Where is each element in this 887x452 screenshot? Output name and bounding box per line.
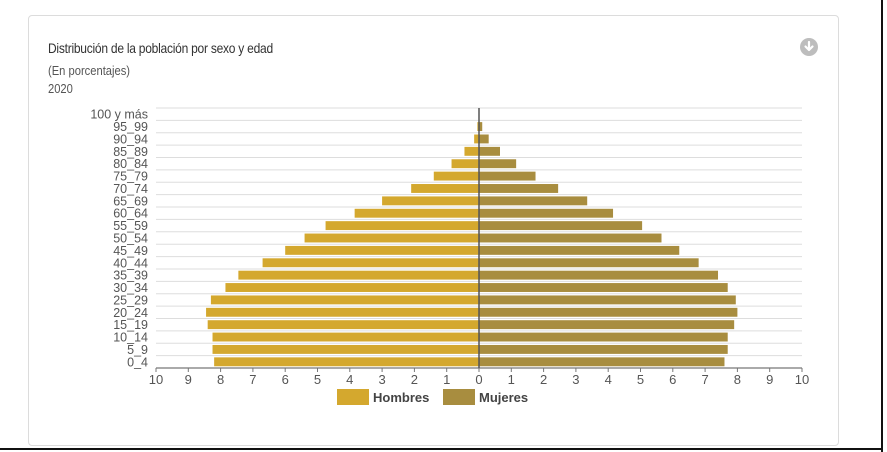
x-tick-label: 10 (795, 372, 809, 387)
y-tick-label: 55_59 (113, 219, 148, 233)
y-tick-label: 70_74 (113, 182, 148, 196)
y-tick-label: 40_44 (113, 256, 148, 270)
bar-mujeres (479, 221, 643, 231)
bar-mujeres (479, 307, 738, 317)
bar-hombres (207, 320, 479, 330)
bar-hombres (451, 159, 479, 169)
x-tick-label: 5 (314, 372, 321, 387)
x-tick-label: 8 (217, 372, 224, 387)
window-edge-bottom (0, 448, 883, 450)
bar-mujeres (479, 245, 680, 255)
bar-mujeres (479, 171, 536, 181)
chart-year: 2020 (48, 81, 73, 96)
y-tick-label: 80_84 (113, 157, 148, 171)
bar-hombres (325, 221, 479, 231)
y-tick-label: 95_99 (113, 120, 148, 134)
y-tick-label: 0_4 (127, 355, 148, 369)
bar-mujeres (479, 357, 725, 367)
bar-mujeres (479, 332, 728, 342)
x-tick-label: 8 (734, 372, 741, 387)
chart-subtitle: (En porcentajes) (48, 63, 131, 78)
bar-mujeres (479, 258, 699, 268)
y-tick-label: 20_24 (113, 306, 148, 320)
x-tick-label: 1 (443, 372, 450, 387)
y-tick-label: 35_39 (113, 269, 148, 283)
bar-hombres (212, 344, 479, 354)
legend-swatch-hombres (337, 389, 369, 405)
x-tick-label: 0 (475, 372, 482, 387)
bar-mujeres (479, 196, 588, 206)
download-arrow-icon (804, 40, 814, 52)
bar-mujeres (479, 295, 736, 305)
y-tick-label: 50_54 (113, 232, 148, 246)
bar-mujeres (479, 159, 517, 169)
y-tick-label: 75_79 (113, 170, 148, 184)
bar-mujeres (479, 184, 559, 193)
y-tick-label: 5_9 (127, 343, 148, 357)
bar-hombres (238, 270, 479, 280)
x-tick-label: 2 (411, 372, 418, 387)
bar-hombres (464, 146, 479, 156)
bar-mujeres (479, 146, 500, 156)
x-tick-label: 9 (185, 372, 192, 387)
legend-label-hombres: Hombres (373, 390, 429, 405)
bar-hombres (262, 258, 479, 268)
bar-mujeres (479, 122, 483, 132)
x-tick-label: 6 (669, 372, 676, 387)
bar-mujeres (479, 233, 662, 243)
bar-hombres (474, 134, 479, 144)
x-tick-label: 3 (572, 372, 579, 387)
bar-hombres (285, 245, 479, 255)
y-tick-label: 90_94 (113, 132, 148, 146)
x-tick-label: 4 (605, 372, 612, 387)
y-tick-label: 25_29 (113, 293, 148, 307)
y-tick-label: 60_64 (113, 207, 148, 221)
x-tick-label: 2 (540, 372, 547, 387)
bar-hombres (212, 332, 479, 342)
bar-mujeres (479, 208, 614, 218)
y-tick-label: 65_69 (113, 194, 148, 208)
legend-swatch-mujeres (443, 389, 475, 405)
window-edge-right (881, 0, 883, 452)
x-tick-label: 4 (346, 372, 353, 387)
x-tick-label: 5 (637, 372, 644, 387)
y-tick-label: 30_34 (113, 281, 148, 295)
bar-hombres (210, 295, 479, 305)
x-tick-label: 10 (149, 372, 163, 387)
bar-hombres (411, 184, 479, 193)
bar-mujeres (479, 344, 728, 354)
bar-hombres (354, 208, 479, 218)
bar-hombres (206, 307, 479, 317)
y-tick-label: 15_19 (113, 318, 148, 332)
x-tick-label: 9 (766, 372, 773, 387)
y-tick-label: 10_14 (113, 331, 148, 345)
bar-hombres (304, 233, 479, 243)
y-tick-label: 85_89 (113, 145, 148, 159)
bar-hombres (477, 122, 479, 132)
download-button[interactable] (800, 38, 818, 56)
bar-hombres (433, 171, 479, 181)
bar-hombres (214, 357, 479, 367)
legend-label-mujeres: Mujeres (479, 390, 528, 405)
bar-mujeres (479, 134, 489, 144)
x-tick-label: 6 (282, 372, 289, 387)
bar-mujeres (479, 320, 735, 330)
bar-mujeres (479, 283, 728, 292)
bar-mujeres (479, 270, 719, 280)
y-tick-label: 45_49 (113, 244, 148, 258)
x-tick-label: 7 (701, 372, 708, 387)
chart-title: Distribución de la población por sexo y … (48, 40, 273, 56)
bar-hombres (225, 283, 479, 292)
x-tick-label: 3 (378, 372, 385, 387)
x-tick-label: 7 (249, 372, 256, 387)
x-tick-label: 1 (508, 372, 515, 387)
bar-hombres (382, 196, 479, 206)
y-tick-label: 100 y más (90, 108, 148, 122)
chart-card (28, 15, 839, 446)
